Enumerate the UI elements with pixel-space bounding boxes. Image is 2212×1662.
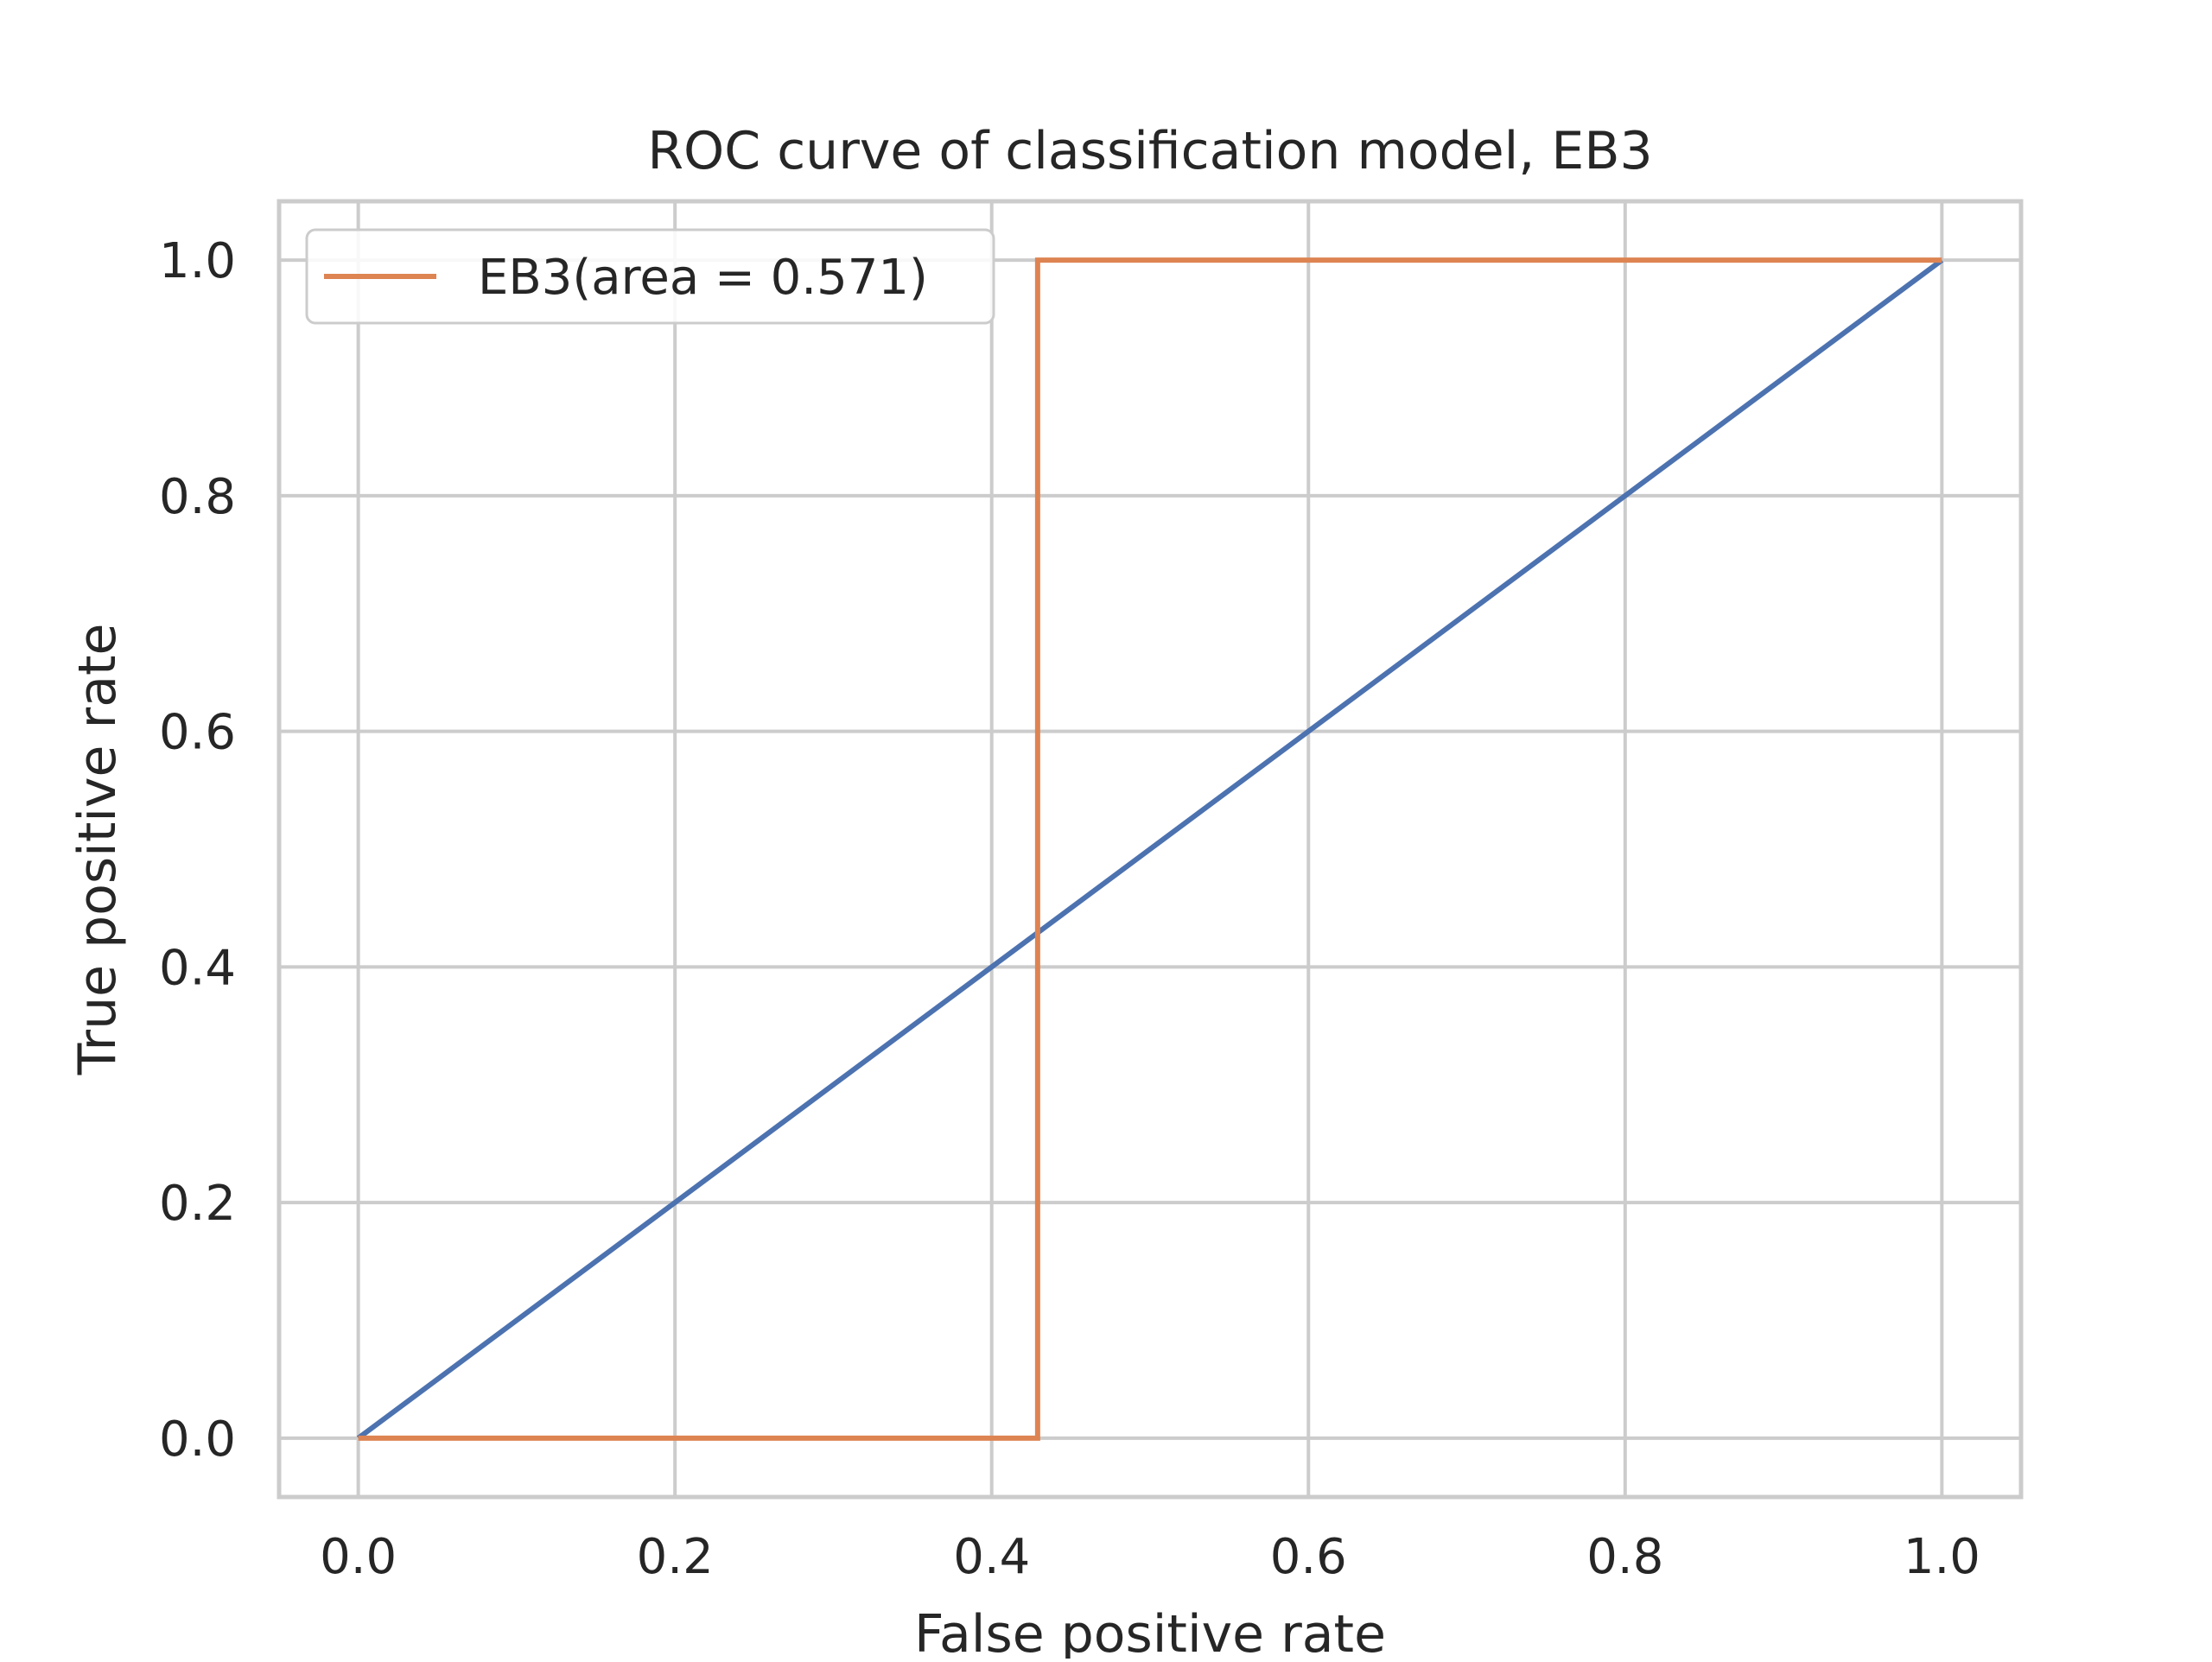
x-tick-label: 0.8 — [1586, 1529, 1663, 1585]
y-tick-label: 0.8 — [159, 469, 236, 525]
x-tick-label: 1.0 — [1904, 1529, 1980, 1585]
series-line-1 — [358, 257, 1942, 1441]
x-tick-label: 0.0 — [320, 1529, 397, 1585]
x-tick-label: 0.2 — [637, 1529, 714, 1585]
x-axis-label: False positive rate — [914, 1604, 1386, 1659]
legend-box — [305, 228, 995, 325]
grid — [279, 201, 2021, 1497]
x-tick-label: 0.6 — [1270, 1529, 1347, 1585]
y-tick-label: 0.2 — [159, 1176, 236, 1232]
chart-title: ROC curve of classification model, EB3 — [647, 121, 1652, 181]
axes-frame — [276, 199, 2024, 1500]
y-tick-label: 0.0 — [159, 1411, 236, 1468]
y-axis-label: True positive rate — [67, 624, 128, 1076]
plot-series — [356, 257, 1944, 1441]
legend: EB3(area = 0.571) — [305, 228, 995, 325]
y-tick-label: 1.0 — [159, 233, 236, 289]
tick-labels: 0.0 0.2 0.4 0.6 0.8 1.0 0.0 0.2 0.4 0.6 0.8 1.0 — [159, 233, 1980, 1585]
legend-label: EB3(area = 0.571) — [478, 250, 928, 306]
y-tick-label: 0.4 — [159, 940, 236, 996]
x-tick-label: 0.4 — [953, 1529, 1030, 1585]
y-tick-label: 0.6 — [159, 705, 236, 761]
series-line-0 — [356, 257, 1944, 1441]
